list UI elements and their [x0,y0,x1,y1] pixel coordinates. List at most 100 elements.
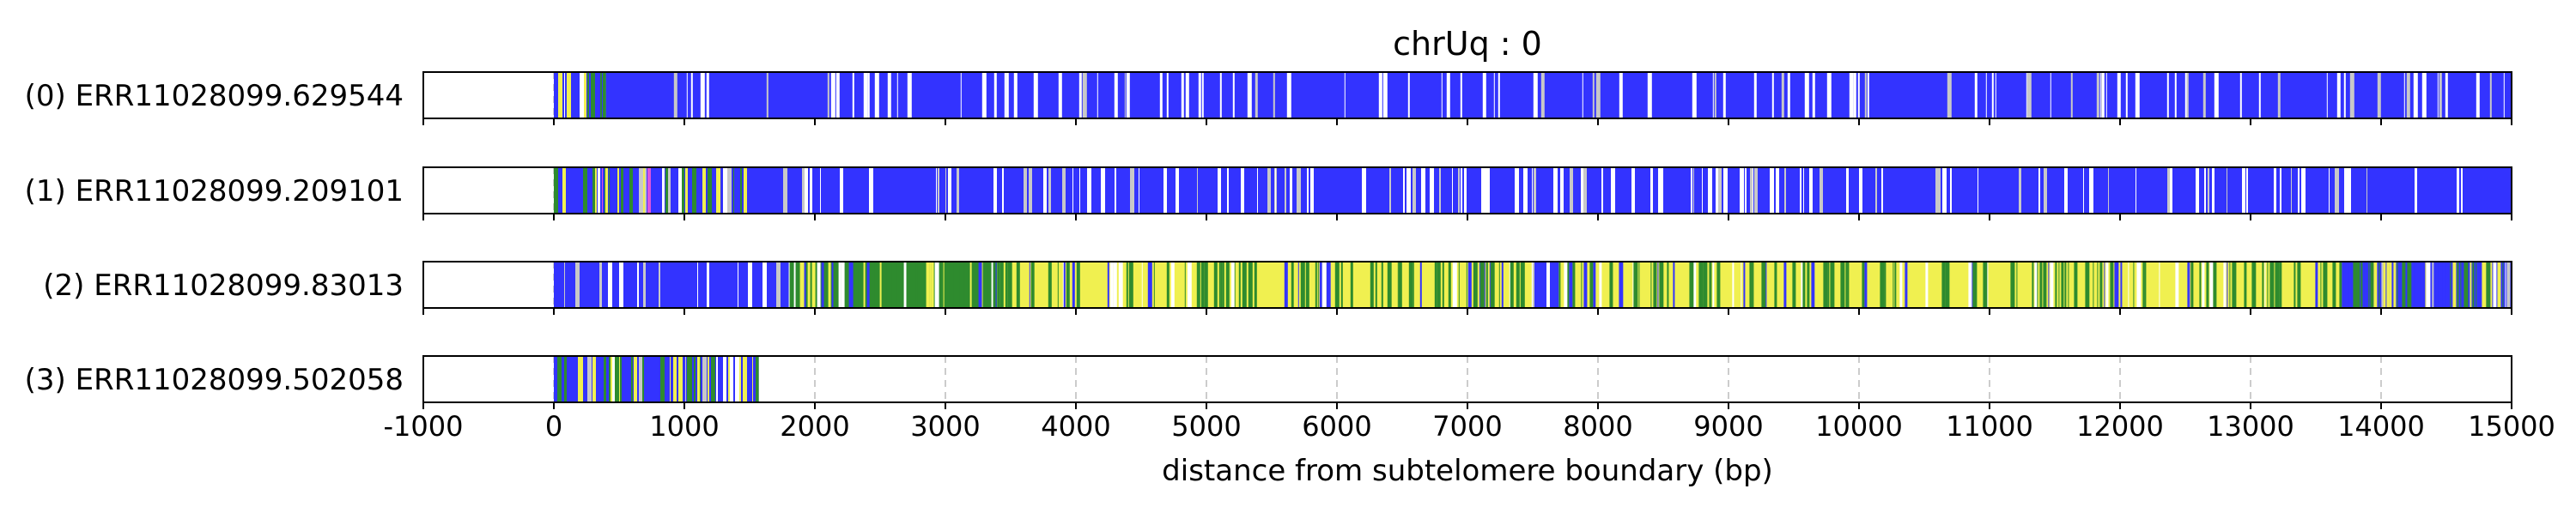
read-stripe [662,167,665,214]
read-stripe [1434,262,1437,308]
read-stripe [619,262,623,308]
read-stripe [821,262,824,308]
read-stripe [1235,262,1237,308]
x-tick-label: 10000 [1815,410,1903,443]
read-stripe [2044,167,2047,214]
read-stripe [1754,167,1758,214]
read-stripe [2353,262,2357,308]
read-stripe [2244,262,2247,308]
read-stripe [1101,167,1105,214]
read-stripe [734,167,738,214]
read-stripe [2364,262,2368,308]
read-stripe [720,356,723,402]
read-stripe [1424,262,1428,308]
read-stripe [651,356,655,402]
read-stripe [708,167,712,214]
read-stripe [1452,262,1457,308]
read-stripe [2117,72,2121,118]
read-stripe [960,72,962,118]
read-stripe [1498,72,1500,118]
read-stripe [1350,262,1353,308]
read-stripe [1267,262,1271,308]
read-stripe [596,72,600,118]
read-stripe [655,356,659,402]
read-stripe [682,167,684,214]
read-stripe [639,167,643,214]
read-stripe [2178,262,2181,308]
read-stripe [1974,72,1978,118]
read-stripe [2330,262,2332,308]
read-stripe [576,72,578,118]
read-stripe [2277,72,2281,118]
read-stripe [1267,167,1271,214]
read-stripe [2050,262,2054,308]
read-stripe [2001,262,2006,308]
read-stripe [1444,262,1447,308]
read-stripe [2167,167,2170,214]
x-tick-label: 9000 [1693,410,1763,443]
read-stripe [1415,262,1419,308]
read-stripe [2208,167,2209,214]
read-stripe [1884,262,1886,308]
read-stripe [1255,72,1258,118]
read-stripe [2078,262,2081,308]
x-tick-label: 0 [545,410,562,443]
read-stripe [1276,262,1279,308]
read-stripe [665,356,669,402]
read-stripe [827,72,829,118]
read-stripe [1593,262,1596,308]
read-stripe [2326,72,2328,118]
read-stripe [2290,262,2292,308]
read-stripe [845,262,848,308]
read-stripe [2292,262,2293,308]
read-stripe [2089,262,2092,308]
read-stripe [1439,167,1441,214]
read-stripe [673,356,677,402]
read-stripe [964,262,967,308]
read-stripe [733,167,734,214]
read-stripe [707,262,708,308]
read-stripe [1413,167,1416,214]
read-stripe [1242,262,1247,308]
read-stripe [1159,72,1163,118]
read-stripe [721,167,722,214]
read-stripe [1076,262,1080,308]
read-stripe [854,262,857,308]
read-stripe [626,167,629,214]
read-stripe [1048,262,1052,308]
read-stripe [1781,72,1784,118]
read-stripe [1043,167,1047,214]
read-stripe [917,262,922,308]
read-stripe [1787,262,1792,308]
read-stripe [1710,262,1712,308]
read-stripe [2464,262,2469,308]
read-stripe [2407,262,2412,308]
read-stripe [1887,262,1893,308]
read-stripe [744,167,747,214]
read-stripe [2476,72,2480,118]
read-stripe [1767,262,1771,308]
read-stripe [1238,262,1241,308]
x-tick-label: 13000 [2207,410,2294,443]
read-stripe [835,72,840,118]
read-stripe [2348,262,2350,308]
read-stripe [1856,262,1861,308]
read-stripe [2089,167,2093,214]
read-stripe [1787,72,1790,118]
read-stripe [2489,72,2492,118]
read-stripe [2413,72,2418,118]
read-stripe [1330,262,1335,308]
read-stripe [1693,167,1694,214]
read-stripe [752,356,753,402]
read-stripe [1489,262,1491,308]
read-stripe [1421,167,1425,214]
read-stripe [1516,262,1520,308]
read-stripe [1800,167,1801,214]
read-stripe [2329,167,2330,214]
read-stripe [587,356,592,402]
read-stripe [1493,72,1495,118]
x-tick-label: 7000 [1432,410,1502,443]
read-stripe [2476,262,2480,308]
